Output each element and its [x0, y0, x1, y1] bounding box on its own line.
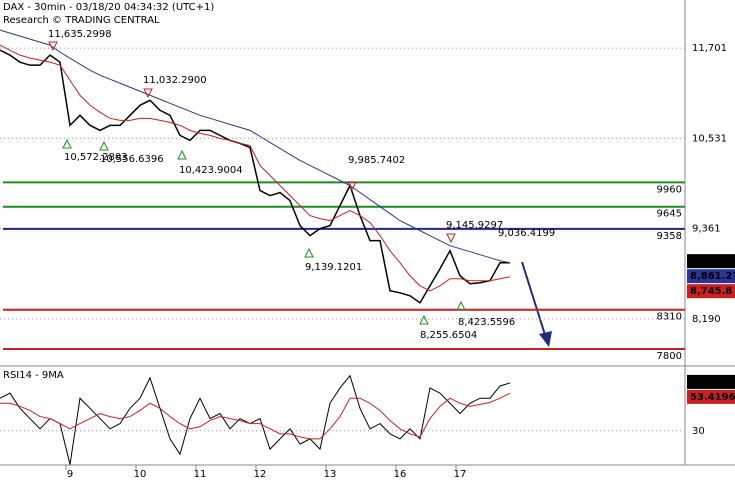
- level-label: 9358: [657, 231, 682, 242]
- high-marker: [347, 181, 357, 192]
- annotation: 10,556.6396: [100, 154, 164, 165]
- series-line: [0, 49, 510, 304]
- series-line: [0, 392, 511, 440]
- last-value-tag: [687, 254, 735, 269]
- x-tick-label: 13: [324, 469, 337, 480]
- last-value-label: 8,861.27: [690, 271, 735, 282]
- last-value-tag: [687, 284, 735, 299]
- level-label: 8310: [657, 312, 682, 323]
- low-marker: [419, 314, 429, 325]
- x-tick-label: 10: [134, 469, 147, 480]
- high-marker: [446, 233, 456, 244]
- chart-subtitle: Research © TRADING CENTRAL: [3, 15, 160, 26]
- annotation: 10,423.9004: [179, 165, 243, 176]
- annotation: 8,255.6504: [420, 330, 477, 341]
- level-label: 9645: [657, 209, 682, 220]
- last-value-tag: [687, 269, 735, 284]
- series-line: [0, 44, 511, 292]
- y-tick-label: 10,531: [692, 133, 727, 144]
- x-tick-label: 9: [67, 469, 73, 480]
- y-tick-label: 8,190: [692, 314, 721, 325]
- last-value-label: 8,939.1: [690, 256, 732, 267]
- low-marker: [99, 140, 109, 151]
- y-tick-label: 30: [692, 426, 705, 437]
- last-value-label: 57.1664: [690, 377, 735, 388]
- annotation: 10,572.2803: [64, 152, 128, 163]
- chart-title: DAX - 30min - 03/18/20 04:34:32 (UTC+1): [3, 2, 214, 13]
- panel-title: RSI14 - 9MA: [3, 370, 64, 381]
- low-marker: [177, 149, 187, 160]
- high-marker: [48, 41, 58, 52]
- annotation: 8,423.5596: [458, 317, 515, 328]
- x-tick-label: 16: [394, 469, 407, 480]
- x-tick-label: 17: [454, 469, 467, 480]
- forecast-arrow: [521, 261, 547, 339]
- annotation: 9,139.1201: [305, 262, 362, 273]
- low-marker: [62, 138, 72, 149]
- high-marker: [143, 88, 153, 99]
- last-value-tag: [687, 374, 735, 389]
- last-value-label: 8,745.8: [690, 286, 732, 297]
- annotation: 11,635.2998: [48, 29, 112, 40]
- y-tick-label: 9,361: [692, 224, 721, 235]
- last-value-label: 53.4196: [690, 392, 735, 403]
- annotation: 9,145.9297: [446, 220, 503, 231]
- annotation: 9,985.7402: [348, 155, 405, 166]
- level-label: 9960: [657, 184, 682, 195]
- y-tick-label: 11,701: [692, 43, 727, 54]
- x-tick-label: 12: [254, 469, 267, 480]
- last-value-tag: [687, 389, 735, 404]
- annotation: 9,036.4199: [498, 228, 555, 239]
- series-line: [0, 374, 511, 465]
- low-marker: [456, 300, 466, 311]
- low-marker: [304, 247, 314, 258]
- x-tick-label: 11: [194, 469, 207, 480]
- forecast-arrow-head: [539, 331, 552, 347]
- annotation: 11,032.2900: [143, 75, 207, 86]
- series-line: [0, 29, 511, 264]
- level-label: 7800: [657, 351, 682, 362]
